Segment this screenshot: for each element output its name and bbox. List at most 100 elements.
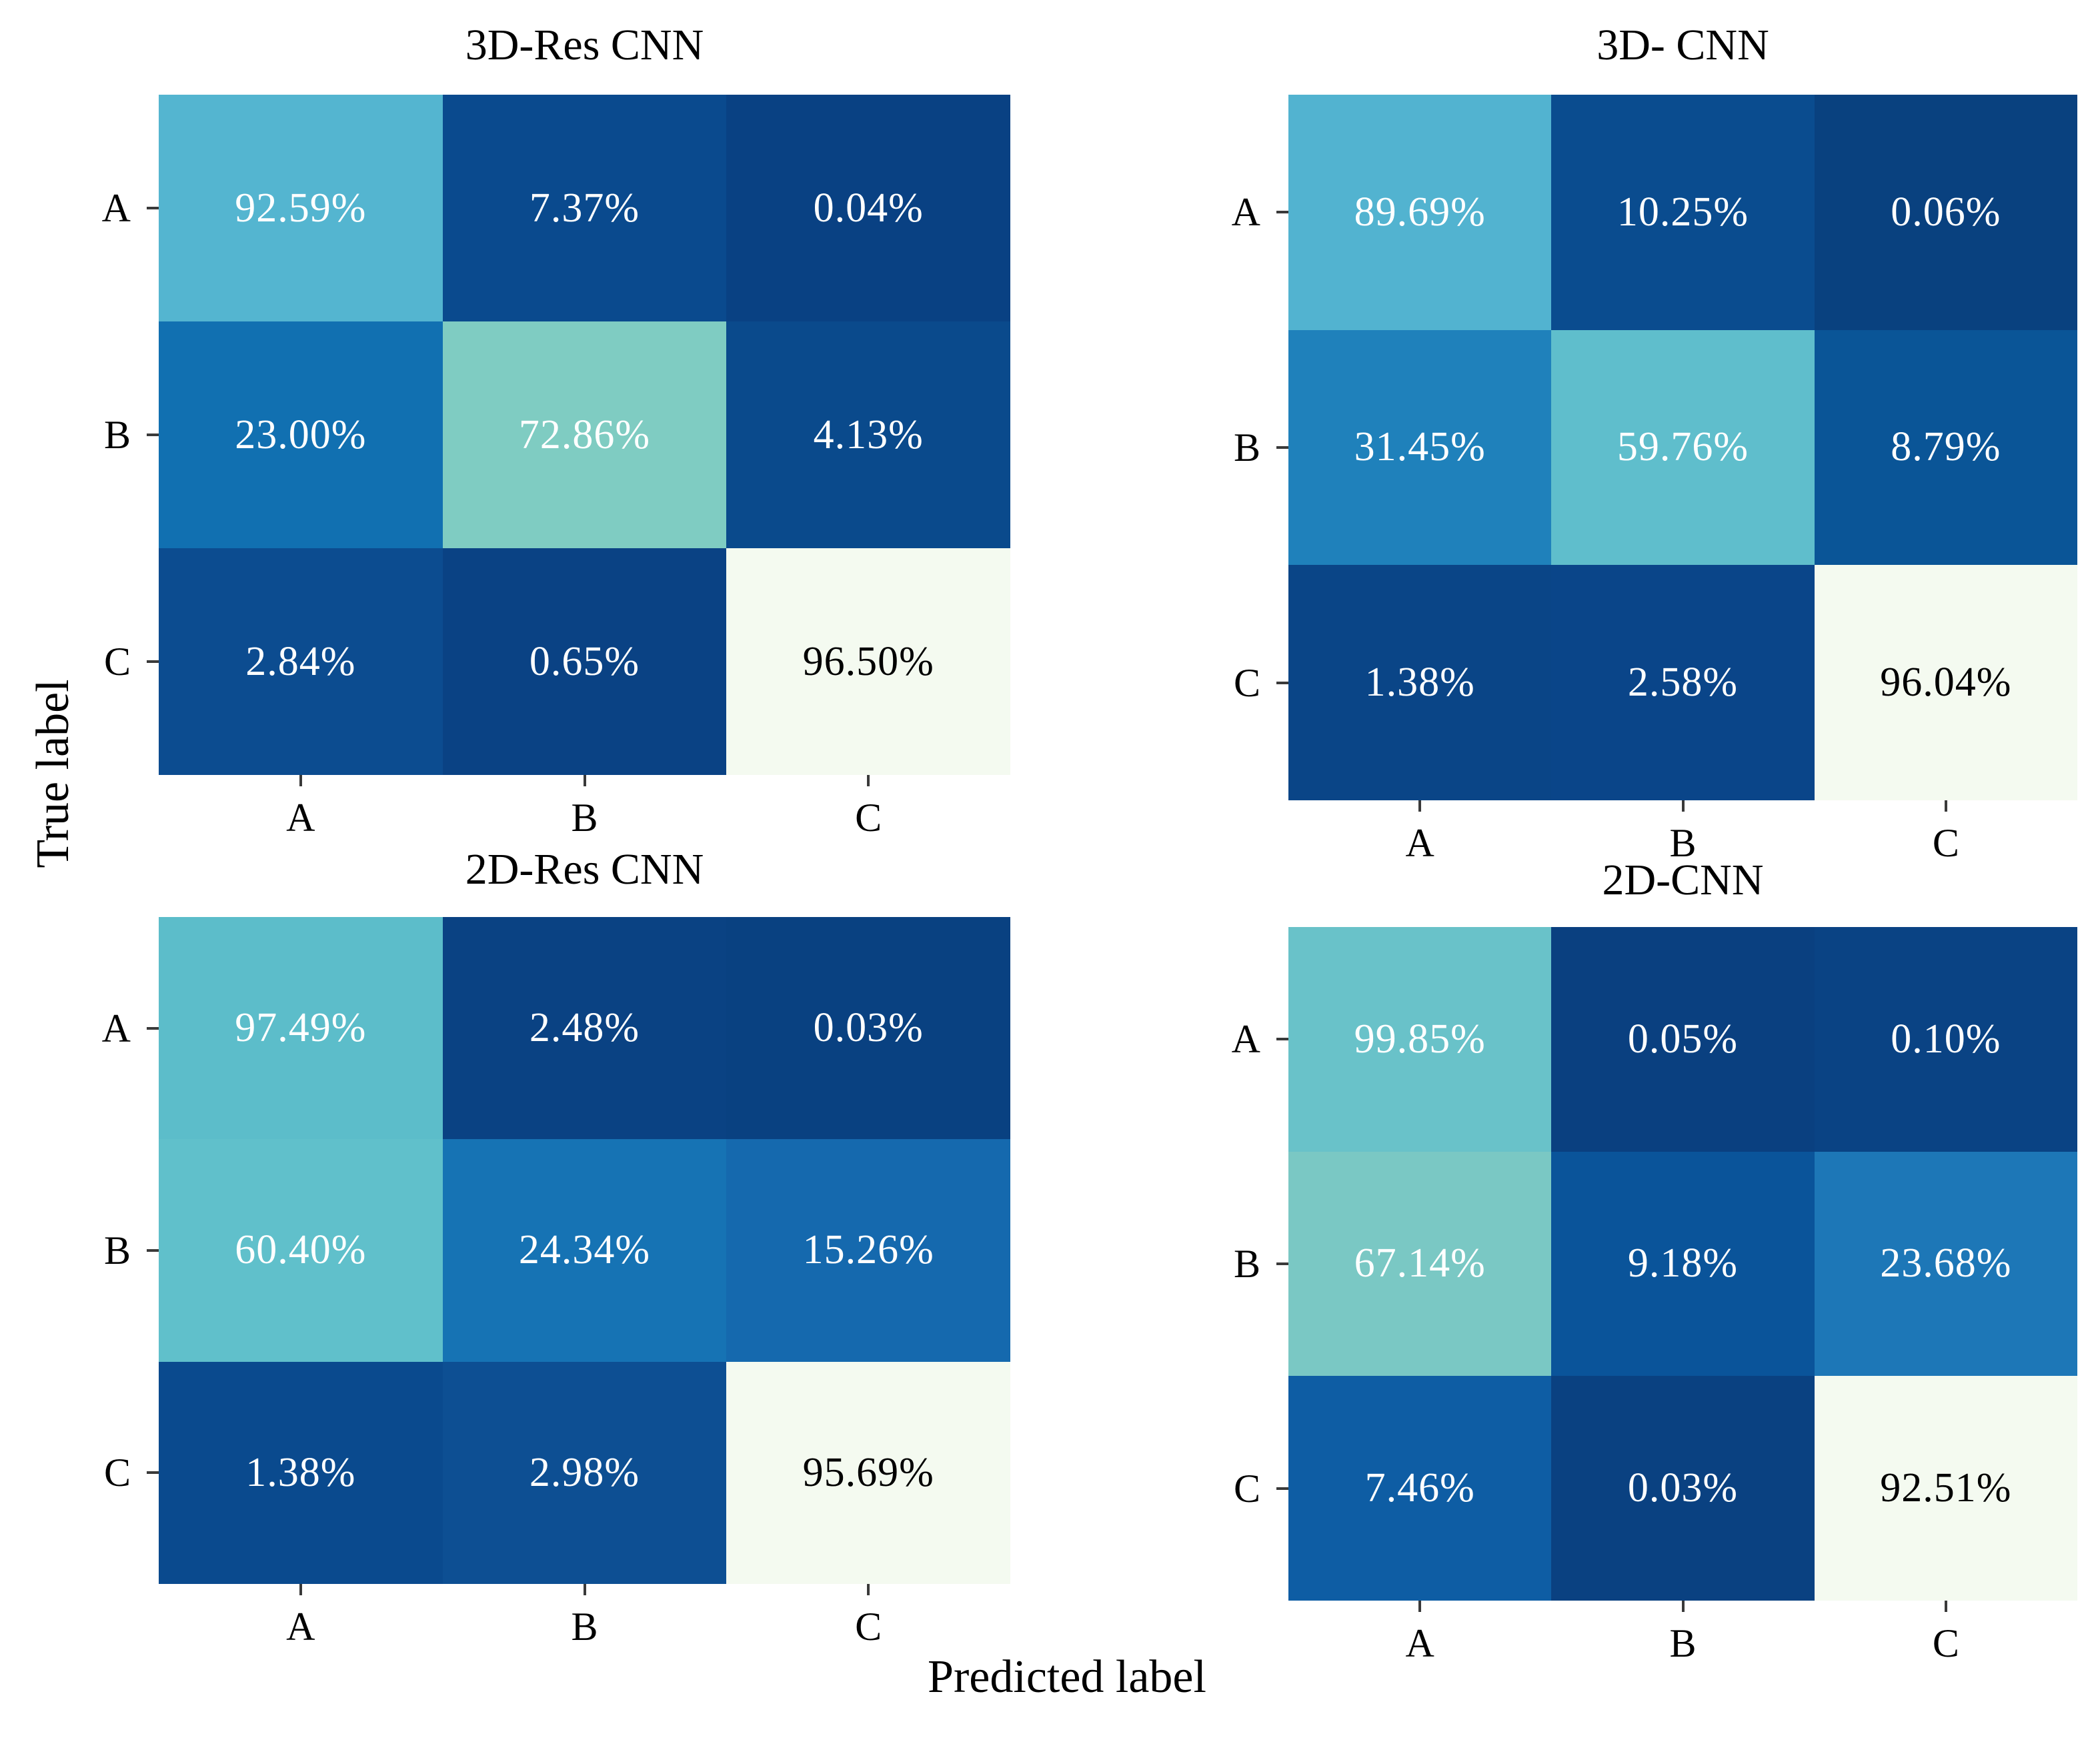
- x-tick-mark: [1418, 1601, 1422, 1612]
- cell-value: 0.03%: [813, 1005, 924, 1051]
- matrix-cell-B-B: 9.18%: [1551, 1151, 1815, 1377]
- matrix-cell-B-C: 4.13%: [726, 321, 1010, 548]
- y-tick-label-A: A: [1231, 190, 1260, 235]
- panel-title-2d-cnn: 2D-CNN: [1602, 856, 1764, 904]
- x-tick-mark: [583, 775, 586, 786]
- cell-value: 0.65%: [529, 638, 640, 684]
- cell-value: 1.38%: [245, 1449, 356, 1495]
- x-tick-mark: [1681, 1601, 1685, 1612]
- y-tick-mark: [147, 1471, 159, 1475]
- matrix-cell-A-C: 0.04%: [726, 95, 1010, 321]
- x-tick-label-B: B: [571, 796, 598, 840]
- cell-value: 10.25%: [1617, 189, 1749, 235]
- x-tick-label-C: C: [855, 1605, 882, 1649]
- y-tick-label-B: B: [1233, 425, 1260, 470]
- cell-value: 0.06%: [1891, 189, 2001, 235]
- matrix-cell-C-B: 2.98%: [442, 1361, 727, 1584]
- panel-title-2d-res-cnn: 2D-Res CNN: [465, 845, 704, 894]
- x-tick-mark: [1681, 800, 1685, 812]
- y-tick-label-B: B: [103, 1228, 131, 1272]
- matrix-cell-B-A: 31.45%: [1288, 329, 1552, 566]
- heatmap-grid: 89.69% 10.25% 0.06% 31.45% 59.76% 8.79% 1.38% 2…: [1288, 95, 2077, 800]
- x-tick-mark: [583, 1584, 586, 1595]
- x-tick-label-B: B: [1669, 1621, 1697, 1665]
- y-tick-mark: [147, 660, 159, 663]
- cell-value: 0.10%: [1891, 1016, 2001, 1062]
- cell-value: 72.86%: [518, 411, 651, 458]
- y-axis-label: True label: [27, 679, 79, 868]
- matrix-cell-B-A: 23.00%: [159, 321, 443, 548]
- matrix-cell-C-A: 1.38%: [1288, 565, 1552, 800]
- matrix-cell-A-A: 97.49%: [159, 917, 443, 1140]
- matrix-cell-A-B: 10.25%: [1551, 95, 1815, 330]
- y-tick-mark: [147, 1249, 159, 1252]
- matrix-cell-A-B: 0.05%: [1551, 927, 1815, 1152]
- y-tick-label-C: C: [1233, 1466, 1260, 1511]
- matrix-cell-B-C: 8.79%: [1814, 329, 2077, 566]
- cell-value: 95.69%: [802, 1449, 934, 1495]
- x-tick-label-A: A: [286, 796, 315, 840]
- x-axis-label: Predicted label: [928, 1651, 1206, 1703]
- y-tick-label-B: B: [1233, 1242, 1260, 1286]
- y-tick-label-A: A: [101, 1006, 131, 1050]
- cell-value: 89.69%: [1354, 189, 1486, 235]
- x-tick-label-C: C: [1932, 821, 1959, 865]
- y-tick-label-C: C: [1233, 660, 1260, 705]
- x-tick-label-A: A: [1405, 821, 1434, 865]
- matrix-cell-C-B: 2.58%: [1551, 565, 1815, 800]
- cell-value: 0.05%: [1627, 1016, 1739, 1062]
- matrix-cell-C-B: 0.65%: [442, 548, 727, 775]
- y-tick-mark: [1276, 1487, 1288, 1490]
- cell-value: 96.50%: [802, 638, 934, 684]
- cell-value: 7.46%: [1364, 1465, 1475, 1511]
- cell-value: 92.51%: [1880, 1465, 2012, 1511]
- matrix-cell-A-C: 0.06%: [1814, 95, 2077, 330]
- cell-value: 99.85%: [1354, 1016, 1486, 1062]
- x-tick-mark: [1944, 800, 1947, 812]
- x-tick-mark: [299, 1584, 302, 1595]
- panel-title-3d-res-cnn: 3D-Res CNN: [465, 21, 704, 69]
- matrix-cell-A-A: 89.69%: [1288, 95, 1552, 330]
- y-tick-mark: [1276, 211, 1288, 214]
- cell-value: 0.03%: [1627, 1465, 1739, 1511]
- matrix-cell-C-C: 96.04%: [1814, 565, 2077, 800]
- cell-value: 2.58%: [1627, 660, 1739, 706]
- cell-value: 92.59%: [235, 185, 367, 231]
- cell-value: 31.45%: [1354, 424, 1486, 470]
- matrix-cell-B-C: 15.26%: [726, 1139, 1010, 1362]
- matrix-cell-A-B: 2.48%: [442, 917, 727, 1140]
- y-tick-mark: [1276, 1038, 1288, 1041]
- cell-value: 24.34%: [518, 1227, 651, 1273]
- cell-value: 2.48%: [529, 1005, 640, 1051]
- heatmap-2d-cnn: 99.85% 0.05% 0.10% 67.14% 9.18% 23.68% 7.46% 0.…: [1232, 927, 2077, 1663]
- y-tick-label-C: C: [103, 640, 131, 684]
- cell-value: 7.37%: [529, 185, 640, 231]
- heatmap-grid: 97.49% 2.48% 0.03% 60.40% 24.34% 15.26% 1.38% 2…: [159, 917, 1010, 1584]
- panel-title-3d-cnn: 3D- CNN: [1597, 21, 1769, 69]
- y-tick-label-A: A: [101, 186, 131, 230]
- y-tick-label-C: C: [103, 1451, 131, 1495]
- x-tick-label-C: C: [855, 796, 882, 840]
- heatmap-3d-cnn: 89.69% 10.25% 0.06% 31.45% 59.76% 8.79% 1.38% 2…: [1232, 95, 2077, 863]
- matrix-cell-A-A: 92.59%: [159, 95, 443, 321]
- cell-value: 67.14%: [1354, 1240, 1486, 1286]
- heatmap-grid: 92.59% 7.37% 0.04% 23.00% 72.86% 4.13% 2.84% 0.…: [159, 95, 1010, 775]
- matrix-cell-B-B: 72.86%: [442, 321, 727, 548]
- matrix-cell-B-A: 60.40%: [159, 1139, 443, 1362]
- x-tick-label-A: A: [1405, 1621, 1434, 1665]
- y-tick-mark: [147, 433, 159, 436]
- cell-value: 2.84%: [245, 638, 356, 684]
- x-tick-mark: [299, 775, 302, 786]
- matrix-cell-A-A: 99.85%: [1288, 927, 1552, 1152]
- y-tick-mark: [1276, 681, 1288, 684]
- y-tick-mark: [147, 207, 159, 209]
- matrix-cell-C-C: 95.69%: [726, 1361, 1010, 1584]
- heatmap-grid: 99.85% 0.05% 0.10% 67.14% 9.18% 23.68% 7.46% 0.…: [1288, 927, 2077, 1601]
- matrix-cell-A-C: 0.10%: [1814, 927, 2077, 1152]
- heatmap-3d-res-cnn: 92.59% 7.37% 0.04% 23.00% 72.86% 4.13% 2.84% 0.…: [102, 95, 1010, 838]
- cell-value: 0.04%: [813, 185, 924, 231]
- cell-value: 1.38%: [1364, 660, 1475, 706]
- x-tick-label-C: C: [1932, 1621, 1959, 1665]
- matrix-cell-B-C: 23.68%: [1814, 1151, 2077, 1377]
